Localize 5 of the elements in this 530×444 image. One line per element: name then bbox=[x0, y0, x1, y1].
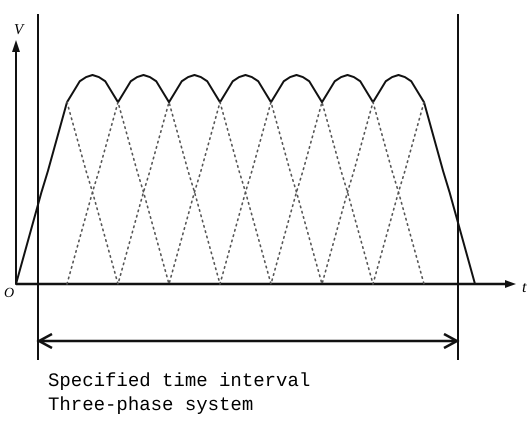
text: Specified time interval bbox=[48, 370, 310, 392]
x-axis-title: t bbox=[522, 279, 527, 296]
text: Three-phase system bbox=[48, 394, 254, 416]
text: O bbox=[4, 286, 14, 301]
y-axis-title: V bbox=[14, 22, 25, 38]
